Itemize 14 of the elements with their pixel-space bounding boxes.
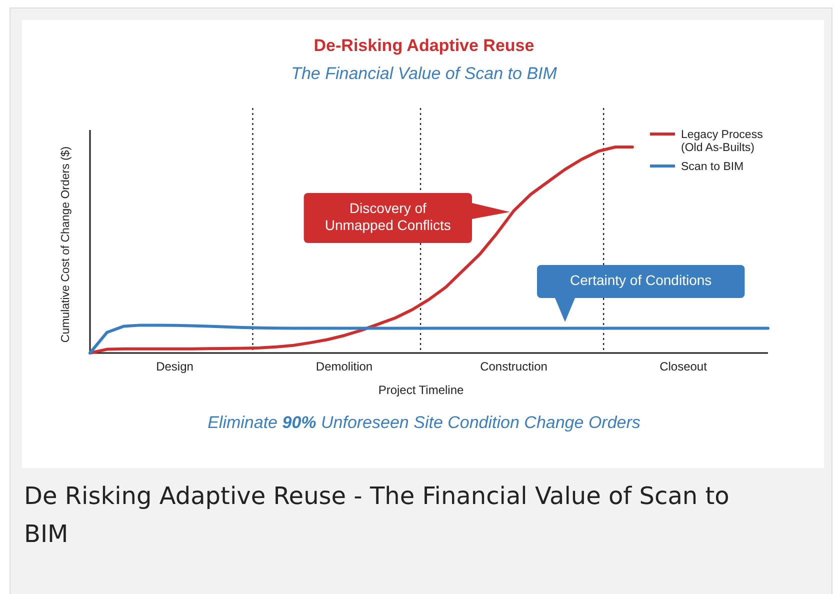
legend-label: Legacy Process (Old As-Builts) — [681, 129, 764, 154]
x-axis-title: Project Timeline — [378, 383, 464, 397]
legend-label: Scan to BIM — [681, 161, 744, 173]
text: Eliminate 90% Unforeseen Site Condition Change Orders — [208, 413, 641, 432]
x-tick-label: Closeout — [660, 360, 708, 374]
y-axis-title: Cumulative Cost of Change Orders ($) — [60, 146, 72, 343]
text: De Risking Adaptive Reuse - The Financial Value of Scan to BIM — [24, 482, 730, 548]
annotation: Discovery of Unmapped Conflicts — [324, 200, 451, 233]
chart-title: De-Risking Adaptive Reuse — [314, 36, 534, 55]
x-tick-label: Demolition — [316, 360, 373, 374]
chart-subtitle: The Financial Value of Scan to BIM — [291, 64, 558, 83]
x-tick-label: Design — [156, 360, 194, 374]
annotation: Certainty of Conditions — [570, 272, 712, 288]
x-tick-label: Construction — [480, 360, 548, 374]
